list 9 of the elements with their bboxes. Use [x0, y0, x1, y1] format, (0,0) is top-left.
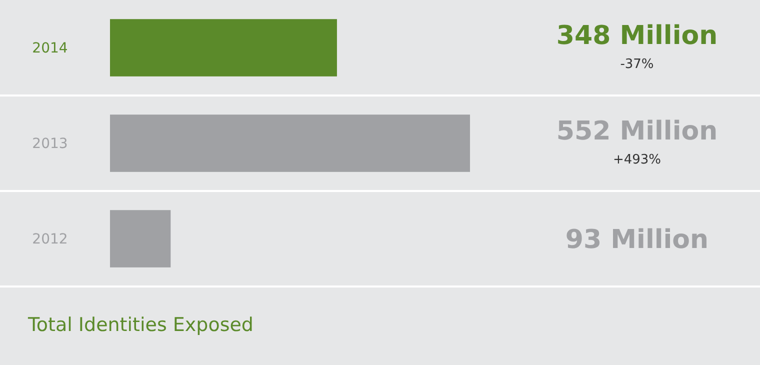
text: Total Identities Exposed — [27, 314, 254, 336]
data-label: 93 Million — [565, 224, 709, 255]
data-label: 552 Million — [556, 116, 718, 146]
text: -37% — [620, 56, 654, 72]
y-tick-label: 2014 — [32, 40, 68, 57]
text: +493% — [612, 152, 662, 168]
y-tick-label: 2013 — [32, 136, 68, 152]
data-label: 348 Million — [556, 20, 718, 51]
y-tick-label: 2012 — [32, 232, 68, 248]
